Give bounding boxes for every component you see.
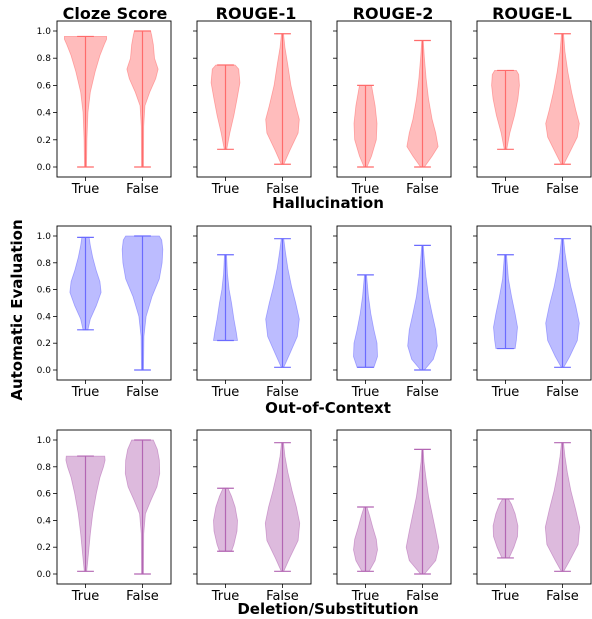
x-tick-label-true: True <box>211 385 240 400</box>
y-tick-label: 0.0 <box>37 366 52 376</box>
panel-frame <box>56 225 172 381</box>
y-tick-label: 1.0 <box>37 232 52 242</box>
panel-r1-c3: True False <box>473 225 592 400</box>
column-title-rouge2: ROUGE-2 <box>353 4 434 23</box>
y-tick-label: 0.6 <box>37 286 52 296</box>
panel-r2-c0: 0.0 0.2 0.4 0.6 0.8 1.0 True False <box>37 429 172 604</box>
x-tick-label-false: False <box>266 589 299 604</box>
panel-r2-c2: True False <box>333 429 452 604</box>
panel-r1-c2: True False <box>333 225 452 400</box>
panel-frame <box>56 20 172 178</box>
x-tick-label-false: False <box>126 182 159 197</box>
x-tick-label-true: True <box>71 589 100 604</box>
x-tick-label-false: False <box>266 385 299 400</box>
panel-r0-c3: True False <box>473 20 592 197</box>
x-tick-label-true: True <box>211 589 240 604</box>
x-tick-label-true: True <box>71 182 100 197</box>
y-tick-label: 0.2 <box>37 543 51 553</box>
panel-r0-c2: True False <box>333 20 452 197</box>
panel-frame <box>476 225 592 381</box>
panel-frame <box>476 429 592 585</box>
panel-frame <box>336 20 452 178</box>
x-tick-label-false: False <box>266 182 299 197</box>
panel-frame <box>196 20 312 178</box>
x-tick-label-false: False <box>546 589 579 604</box>
y-tick-label: 0.0 <box>37 163 52 173</box>
x-tick-label-false: False <box>406 385 439 400</box>
column-title-cloze: Cloze Score <box>63 4 168 23</box>
column-title-rouge1: ROUGE-1 <box>216 4 297 23</box>
y-tick-label: 1.0 <box>37 436 52 446</box>
row-title-hallucination: Hallucination <box>272 194 384 212</box>
x-tick-label-true: True <box>351 182 380 197</box>
x-tick-label-false: False <box>126 385 159 400</box>
row-title-deletion-substitution: Deletion/Substitution <box>237 600 418 618</box>
y-tick-label: 0.4 <box>37 109 52 119</box>
y-tick-label: 0.2 <box>37 339 51 349</box>
panel-frame <box>336 225 452 381</box>
x-tick-label-false: False <box>546 182 579 197</box>
panel-r0-c0: 0.0 0.2 0.4 0.6 0.8 1.0 True False <box>37 20 172 197</box>
y-axis-title: Automatic Evaluation <box>8 219 26 400</box>
x-tick-label-false: False <box>406 182 439 197</box>
row-title-out-of-context: Out-of-Context <box>265 399 391 417</box>
panel-frame <box>196 429 312 585</box>
x-tick-label-true: True <box>491 182 520 197</box>
x-tick-label-true: True <box>351 589 380 604</box>
panel-r2-c1: True False <box>193 429 312 604</box>
x-tick-label-true: True <box>491 589 520 604</box>
panel-frame <box>56 429 172 585</box>
y-tick-label: 0.0 <box>37 570 52 580</box>
panel-r2-c3: True False <box>473 429 592 604</box>
y-tick-label: 0.8 <box>37 463 52 473</box>
x-tick-label-false: False <box>546 385 579 400</box>
panel-frame <box>336 429 452 585</box>
panel-r1-c1: True False <box>193 225 312 400</box>
panel-r0-c1: True False <box>193 20 312 197</box>
x-tick-label-false: False <box>406 589 439 604</box>
x-tick-label-true: True <box>491 385 520 400</box>
x-tick-label-true: True <box>351 385 380 400</box>
y-tick-label: 1.0 <box>37 27 52 37</box>
y-tick-label: 0.4 <box>37 312 52 322</box>
y-tick-label: 0.4 <box>37 516 52 526</box>
y-tick-label: 0.8 <box>37 54 52 64</box>
column-title-rougel: ROUGE-L <box>492 4 572 23</box>
x-tick-label-true: True <box>211 182 240 197</box>
y-tick-label: 0.8 <box>37 259 52 269</box>
y-tick-label: 0.2 <box>37 136 51 146</box>
y-tick-label: 0.6 <box>37 81 52 91</box>
x-tick-label-false: False <box>126 589 159 604</box>
panel-frame <box>196 225 312 381</box>
y-tick-label: 0.6 <box>37 490 52 500</box>
x-tick-label-true: True <box>71 385 100 400</box>
panel-r1-c0: 0.0 0.2 0.4 0.6 0.8 1.0 True False <box>37 225 172 400</box>
panel-frame <box>476 20 592 178</box>
